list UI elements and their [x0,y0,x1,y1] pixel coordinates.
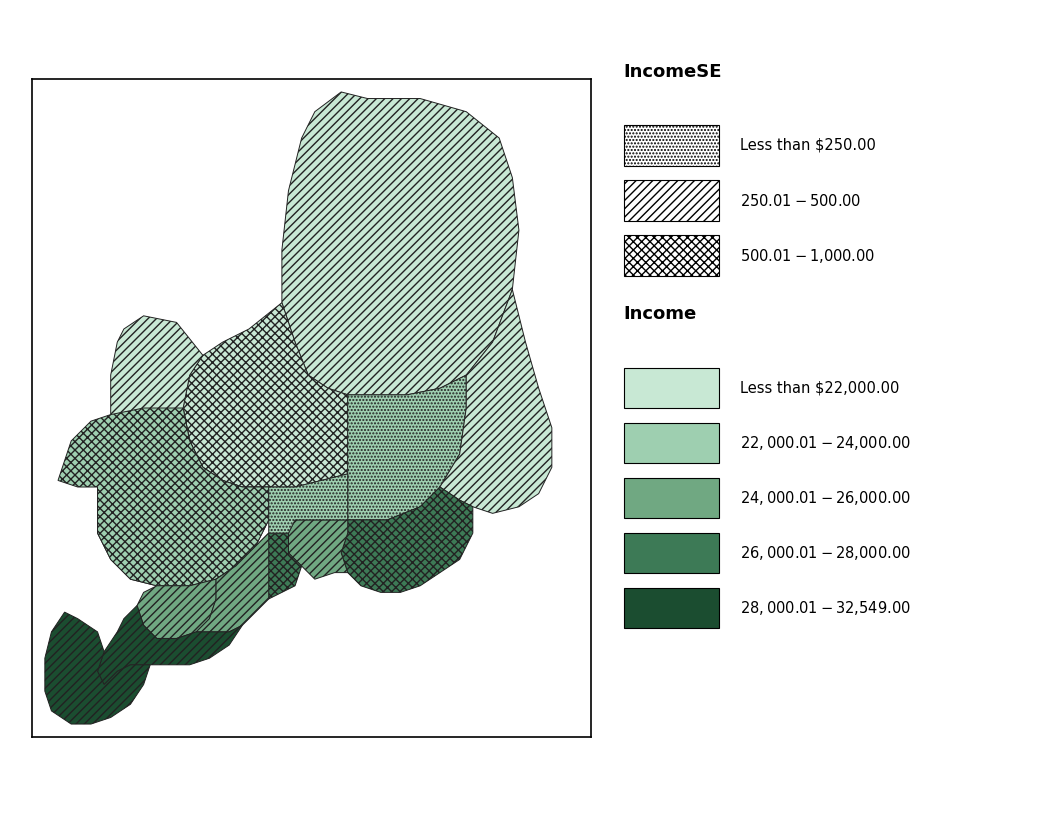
Polygon shape [249,533,302,599]
Bar [623,588,719,628]
Text: $250.01 - $500.00: $250.01 - $500.00 [740,193,862,209]
Text: IncomeSE: IncomeSE [623,63,722,81]
Polygon shape [268,474,347,533]
Text: $24,000.01 - $26,000.00: $24,000.01 - $26,000.00 [740,489,911,507]
Polygon shape [341,487,473,592]
Text: $26,000.01 - $28,000.00: $26,000.01 - $28,000.00 [740,544,911,562]
Text: $22,000.01 - $24,000.00: $22,000.01 - $24,000.00 [740,434,911,452]
Polygon shape [282,92,518,395]
Bar [623,423,719,463]
Polygon shape [97,605,243,685]
Bar [623,180,719,220]
Text: Less than $250.00: Less than $250.00 [740,138,876,153]
Bar [623,125,719,166]
Polygon shape [288,520,347,579]
Polygon shape [137,579,216,638]
Polygon shape [347,375,467,520]
Text: Less than $22,000.00: Less than $22,000.00 [740,380,900,395]
Text: $28,000.01 - $32,549.00: $28,000.01 - $32,549.00 [740,599,911,617]
Polygon shape [44,612,150,724]
Polygon shape [58,408,268,586]
Polygon shape [183,303,347,487]
Bar [623,235,719,276]
Polygon shape [111,316,223,526]
Polygon shape [196,533,268,632]
Bar [623,533,719,573]
Polygon shape [440,290,552,513]
Polygon shape [97,461,268,586]
Bar [623,477,719,518]
Polygon shape [216,546,256,605]
Bar [623,367,719,408]
Text: $500.01 - $1,000.00: $500.01 - $1,000.00 [740,246,875,264]
Text: Income: Income [623,305,697,323]
